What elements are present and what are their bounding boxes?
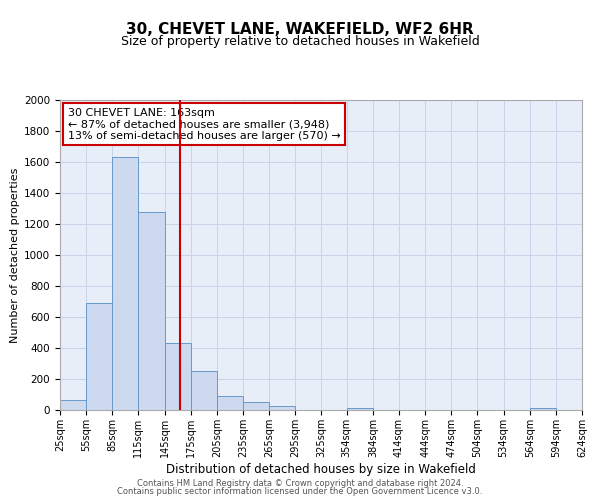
Bar	[269, 406, 295, 410]
Bar	[86, 303, 112, 410]
Bar	[530, 408, 556, 410]
Bar	[164, 342, 191, 410]
Text: Contains public sector information licensed under the Open Government Licence v3: Contains public sector information licen…	[118, 487, 482, 496]
Bar	[217, 396, 243, 410]
Bar	[243, 402, 269, 410]
Text: 30, CHEVET LANE, WAKEFIELD, WF2 6HR: 30, CHEVET LANE, WAKEFIELD, WF2 6HR	[126, 22, 474, 38]
Bar	[191, 371, 217, 410]
X-axis label: Distribution of detached houses by size in Wakefield: Distribution of detached houses by size …	[166, 462, 476, 475]
Y-axis label: Number of detached properties: Number of detached properties	[10, 168, 20, 342]
Bar	[347, 408, 373, 410]
Text: 30 CHEVET LANE: 163sqm
← 87% of detached houses are smaller (3,948)
13% of semi-: 30 CHEVET LANE: 163sqm ← 87% of detached…	[68, 108, 341, 141]
Bar	[60, 400, 86, 410]
Bar	[139, 212, 164, 410]
Text: Contains HM Land Registry data © Crown copyright and database right 2024.: Contains HM Land Registry data © Crown c…	[137, 478, 463, 488]
Bar	[112, 158, 139, 410]
Text: Size of property relative to detached houses in Wakefield: Size of property relative to detached ho…	[121, 35, 479, 48]
